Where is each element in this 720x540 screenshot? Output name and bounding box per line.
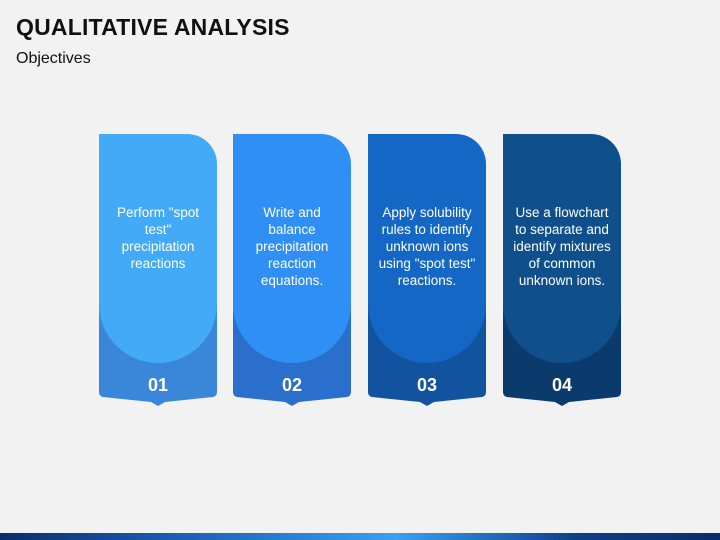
- objective-number: 03: [416, 375, 438, 395]
- objective-card-3: Apply solubility rules to identify unkno…: [368, 134, 486, 406]
- objective-text: Write and balance precipitation reaction…: [255, 205, 329, 288]
- objective-number: 04: [551, 375, 573, 395]
- card-shape: [233, 134, 351, 406]
- objective-text: Use a flowchart to separate and identify…: [513, 205, 611, 288]
- card-shape: [503, 134, 621, 406]
- objective-number: 02: [281, 375, 303, 395]
- objective-card-2: Write and balance precipitation reaction…: [233, 134, 351, 406]
- slide-title: QUALITATIVE ANALYSIS: [16, 14, 290, 40]
- objective-card-4: Use a flowchart to separate and identify…: [503, 134, 621, 406]
- objective-text: Apply solubility rules to identify unkno…: [378, 205, 476, 288]
- objective-card-1: Perform "spot test" precipitation reacti…: [99, 134, 217, 406]
- objective-number: 01: [147, 375, 169, 395]
- bottom-accent-bar: [0, 533, 720, 540]
- objective-text: Perform "spot test" precipitation reacti…: [116, 205, 200, 271]
- slide-subtitle: Objectives: [16, 50, 91, 67]
- card-shape: [368, 134, 486, 406]
- card-shape: [99, 134, 217, 406]
